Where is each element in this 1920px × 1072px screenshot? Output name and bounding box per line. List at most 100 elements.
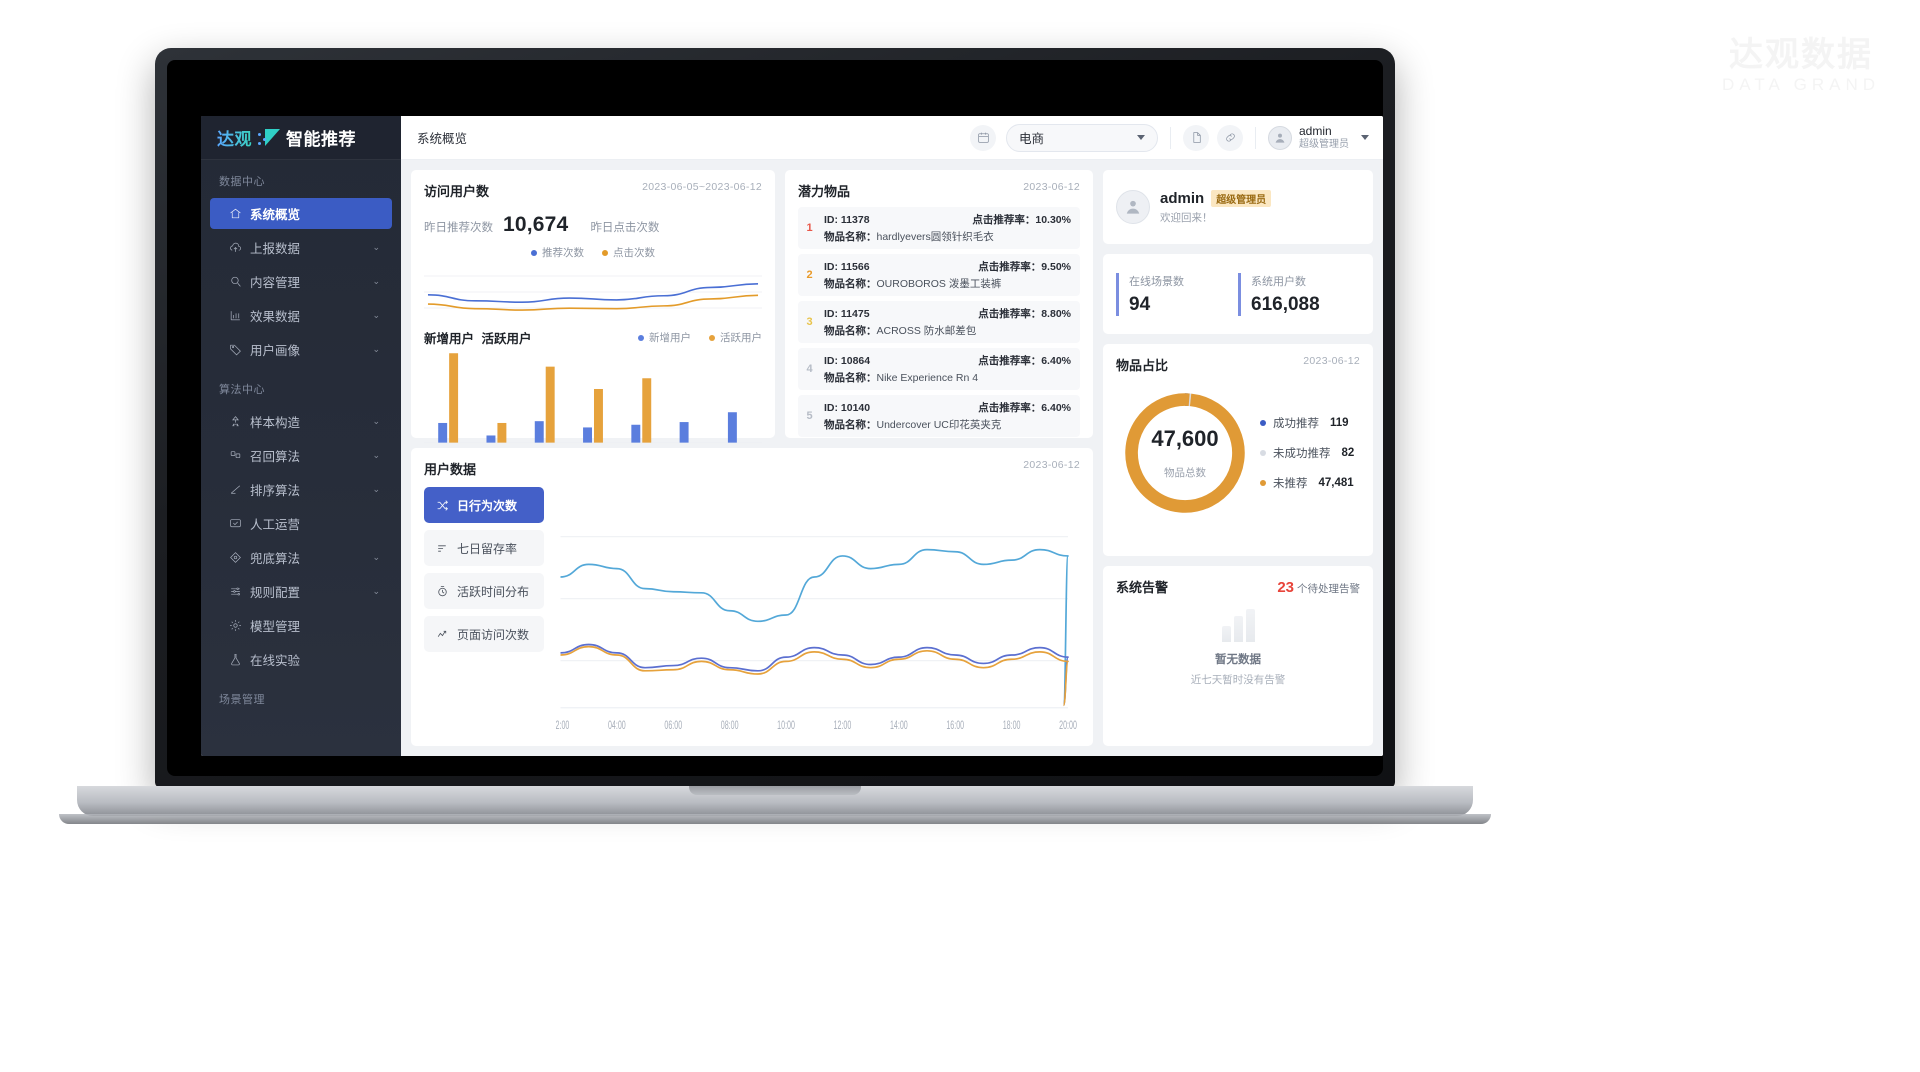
scene-select[interactable]: 电商	[1006, 123, 1158, 152]
items-card-title: 潜力物品	[798, 184, 851, 199]
laptop-screen: 达观 智能推荐 数据中心 系统概览 上报数据 ⌄ 内容管理 ⌄ 效果数据 ⌄ 用户画像 ⌄ 算法中心…	[167, 60, 1383, 776]
system-alert-card: 系统告警 23 个待处理告警 暂无数据	[1103, 566, 1373, 746]
sidebar-item-5[interactable]: 兜底算法 ⌄	[210, 542, 392, 573]
kpi2-label: 昨日点击次数	[590, 222, 660, 234]
link-icon[interactable]	[1217, 124, 1243, 151]
legend-item: 新增用户	[638, 330, 691, 345]
legend-label: 新增用户	[649, 332, 691, 344]
item-body: ID: 11378 点击推荐率：10.30% 物品名称：hardlyevers圆领针…	[824, 212, 1071, 244]
legend-dot	[531, 249, 537, 256]
item-rate: 点击推荐率：9.50%	[978, 261, 1071, 273]
visits-card: 访问用户数 2023-06-05~2023-06-12 昨日推荐次数 10,67…	[411, 170, 775, 460]
tab-label: 七日留存率	[457, 541, 518, 556]
shuffle-icon	[435, 498, 449, 512]
stat-label: 在线场景数	[1129, 275, 1184, 288]
item-name: 物品名称：Nike Experience Rn 4	[824, 372, 979, 384]
item-name: 物品名称：hardlyevers圆领针织毛衣	[824, 231, 994, 243]
bars-legend: 新增用户 活跃用户	[638, 330, 762, 345]
watermark: 达观数据 DATA GRAND	[1722, 37, 1880, 94]
tab-3[interactable]: 活跃时间分布	[424, 573, 544, 609]
tab-label: 活跃时间分布	[457, 584, 530, 599]
sidebar-item-1[interactable]: 样本构造 ⌄	[210, 406, 392, 437]
sidebar-item-3[interactable]: 内容管理 ⌄	[210, 266, 392, 297]
document-icon[interactable]	[1183, 124, 1209, 151]
list-item[interactable]: 2 ID: 11566 点击推荐率：9.50% 物品名称：OUROBOROS 泼墨工装…	[798, 254, 1080, 296]
sidebar-group-label: 场景管理	[219, 694, 265, 706]
welcome-text: 欢迎回来！	[1160, 211, 1213, 224]
list-item[interactable]: 1 ID: 11378 点击推荐率：10.30% 物品名称：hardlyevers圆领…	[798, 207, 1080, 249]
legend-dot	[1260, 480, 1266, 486]
gear-icon	[228, 619, 242, 633]
alert-count[interactable]: 23 个待处理告警	[1277, 579, 1360, 596]
item-id: ID: 11378	[824, 213, 870, 226]
svg-text:14:00: 14:00	[890, 719, 908, 732]
tab-1-active[interactable]: 日行为次数	[424, 487, 544, 523]
tab-label: 日行为次数	[457, 498, 518, 513]
sidebar-item-2[interactable]: 上报数据 ⌄	[210, 232, 392, 263]
svg-text:02:00: 02:00	[556, 719, 570, 732]
item-rate: 点击推荐率：8.80%	[978, 308, 1071, 320]
stat-block: 系统用户数 616,088	[1238, 272, 1360, 316]
ratio-card-title: 物品占比	[1116, 358, 1169, 373]
sidebar-item-4[interactable]: 效果数据 ⌄	[210, 300, 392, 331]
user-welcome-card: admin 超级管理员 欢迎回来！	[1103, 170, 1373, 244]
tab-4[interactable]: 页面访问次数	[424, 616, 544, 652]
legend-dot	[1260, 450, 1266, 456]
svg-text:18:00: 18:00	[1003, 719, 1021, 732]
list-item[interactable]: 3 ID: 11475 点击推荐率：8.80% 物品名称：ACROSS 防水邮差包	[798, 301, 1080, 343]
item-body: ID: 11475 点击推荐率：8.80% 物品名称：ACROSS 防水邮差包	[824, 306, 1071, 338]
laptop-body: 达观 智能推荐 数据中心 系统概览 上报数据 ⌄ 内容管理 ⌄ 效果数据 ⌄ 用户画像 ⌄ 算法中心…	[155, 48, 1395, 788]
item-rank: 5	[806, 410, 813, 422]
laptop-foot	[59, 814, 1491, 824]
sidebar-item-7[interactable]: 模型管理	[210, 610, 392, 641]
legend-value: 82	[1341, 447, 1355, 459]
sidebar-item-5[interactable]: 用户画像 ⌄	[210, 334, 392, 365]
list-item[interactable]: 4 ID: 10864 点击推荐率：6.40% 物品名称：Nike Experienc…	[798, 348, 1080, 390]
sidebar-item-label: 模型管理	[250, 620, 301, 634]
legend-label: 未成功推荐	[1273, 448, 1331, 460]
sidebar-item-4[interactable]: 人工运营	[210, 508, 392, 539]
item-body: ID: 10140 点击推荐率：6.40% 物品名称：Undercover UC印花…	[824, 400, 1071, 432]
stat-value: 616,088	[1251, 293, 1320, 315]
divider	[1255, 126, 1256, 149]
sidebar-item-6[interactable]: 规则配置 ⌄	[210, 576, 392, 607]
user-data-tabs: 日行为次数七日留存率活跃时间分布 页面访问次数	[424, 487, 544, 735]
item-body: ID: 10864 点击推荐率：6.40% 物品名称：Nike Experience…	[824, 353, 1071, 385]
laptop-base	[77, 786, 1473, 816]
svg-text:10:00: 10:00	[777, 719, 795, 732]
item-body: ID: 11566 点击推荐率：9.50% 物品名称：OUROBOROS 泼墨工装裤	[824, 259, 1071, 291]
visits-legend: 推荐次数 点击次数	[424, 245, 762, 260]
calendar-icon[interactable]	[970, 124, 996, 151]
item-rank: 4	[806, 363, 813, 375]
tab-2[interactable]: 七日留存率	[424, 530, 544, 566]
legend-item: 推荐次数	[531, 245, 584, 260]
bars-title-a: 新增用户	[424, 332, 475, 346]
sidebar-nav: 数据中心 系统概览 上报数据 ⌄ 内容管理 ⌄ 效果数据 ⌄ 用户画像 ⌄ 算法中心 样本构造 ⌄ 召回算…	[201, 160, 401, 713]
legend-dot	[709, 334, 715, 341]
sidebar-item-3[interactable]: 排序算法 ⌄	[210, 474, 392, 505]
chevron-down-icon: ⌄	[372, 242, 380, 252]
chevron-down-icon: ⌄	[372, 310, 380, 320]
user-menu[interactable]: admin 超级管理员	[1268, 124, 1369, 152]
alert-card-title: 系统告警	[1116, 580, 1169, 595]
search-icon	[228, 275, 242, 289]
chevron-down-icon	[1361, 135, 1369, 140]
line-chart-icon	[435, 627, 449, 641]
empty-subtitle: 近七天暂时没有告警	[1190, 674, 1286, 686]
bar-chart-empty-icon	[1221, 608, 1255, 642]
item-name: 物品名称：Undercover UC印花英夹克	[824, 419, 1002, 431]
sidebar-item-1-active[interactable]: 系统概览	[210, 198, 392, 229]
breadcrumb: 系统概览	[417, 132, 468, 146]
top-row: 访问用户数 2023-06-05~2023-06-12 昨日推荐次数 10,67…	[411, 170, 1093, 460]
laptop-mockup: 达观 智能推荐 数据中心 系统概览 上报数据 ⌄ 内容管理 ⌄ 效果数据 ⌄ 用户画像 ⌄ 算法中心…	[59, 48, 1491, 824]
legend-item: 活跃用户	[709, 330, 762, 345]
sidebar-group-label: 数据中心	[219, 176, 265, 188]
sidebar-item-label: 用户画像	[250, 344, 301, 358]
tab-label: 页面访问次数	[457, 627, 530, 642]
brand-logo[interactable]: 达观 智能推荐	[201, 116, 401, 160]
svg-text:20:00: 20:00	[1059, 719, 1077, 732]
sidebar-item-2[interactable]: 召回算法 ⌄	[210, 440, 392, 471]
flask-icon	[228, 653, 242, 667]
sidebar-item-8[interactable]: 在线实验	[210, 644, 392, 675]
list-item[interactable]: 5 ID: 10140 点击推荐率：6.40% 物品名称：Undercover UC印…	[798, 395, 1080, 437]
